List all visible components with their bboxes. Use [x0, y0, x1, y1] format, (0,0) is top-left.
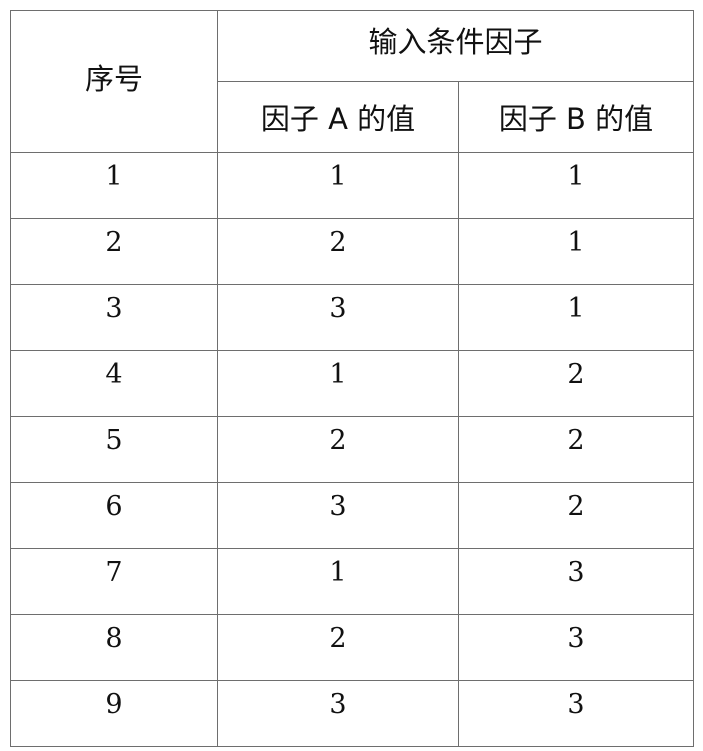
cell-b: 3 — [457, 680, 695, 747]
cell-a: 2 — [217, 416, 459, 483]
header-seq: 序号 — [10, 10, 218, 153]
cell-seq: 6 — [10, 482, 218, 549]
cell-a: 1 — [217, 152, 459, 219]
cell-value: 6 — [105, 491, 123, 522]
cell-value: 4 — [105, 359, 123, 390]
cell-seq: 2 — [10, 218, 218, 285]
cell-value: 9 — [105, 689, 123, 720]
cell-value: 3 — [329, 689, 347, 720]
cell-value: 1 — [567, 293, 585, 324]
cell-seq: 7 — [10, 548, 218, 615]
cell-a: 2 — [217, 218, 459, 285]
cell-value: 1 — [329, 557, 347, 588]
cell-value: 2 — [567, 425, 585, 456]
header-seq-label: 序号 — [84, 61, 143, 96]
cell-a: 3 — [217, 482, 459, 549]
cell-value: 1 — [567, 227, 585, 258]
table-row: 3 3 1 — [10, 284, 695, 351]
cell-value: 5 — [105, 425, 123, 456]
cell-b: 3 — [457, 614, 695, 681]
cell-seq: 9 — [10, 680, 218, 747]
cell-a: 1 — [217, 350, 459, 417]
cell-seq: 4 — [10, 350, 218, 417]
table-row: 2 2 1 — [10, 218, 695, 285]
cell-value: 1 — [329, 161, 347, 192]
table-row: 9 3 3 — [10, 680, 695, 747]
cell-seq: 5 — [10, 416, 218, 483]
cell-value: 7 — [105, 557, 123, 588]
cell-a: 3 — [217, 680, 459, 747]
cell-value: 1 — [329, 359, 347, 390]
table-row: 1 1 1 — [10, 152, 695, 219]
cell-seq: 3 — [10, 284, 218, 351]
table-row: 4 1 2 — [10, 350, 695, 417]
cell-b: 2 — [457, 416, 695, 483]
table-row: 6 3 2 — [10, 482, 695, 549]
cell-value: 3 — [567, 557, 585, 588]
cell-value: 2 — [329, 227, 347, 258]
cell-value: 3 — [567, 689, 585, 720]
cell-value: 1 — [105, 161, 123, 192]
header-factor-a: 因子 A 的值 — [217, 81, 459, 153]
cell-value: 2 — [105, 227, 123, 258]
cell-b: 2 — [457, 350, 695, 417]
header-factor-b: 因子 B 的值 — [457, 81, 695, 153]
cell-value: 3 — [329, 491, 347, 522]
cell-b: 2 — [457, 482, 695, 549]
cell-value: 3 — [329, 293, 347, 324]
factor-table: 序号 输入条件因子 因子 A 的值 因子 B 的值 1 1 1 2 2 1 3 3 1 4 1 2 5 2… — [10, 10, 695, 747]
cell-value: 2 — [329, 623, 347, 654]
header-group-label: 输入条件因子 — [368, 25, 543, 59]
cell-value: 8 — [105, 623, 123, 654]
cell-value: 3 — [567, 623, 585, 654]
cell-value: 2 — [567, 359, 585, 390]
cell-a: 3 — [217, 284, 459, 351]
cell-seq: 8 — [10, 614, 218, 681]
table-row: 5 2 2 — [10, 416, 695, 483]
cell-value: 1 — [567, 161, 585, 192]
table-row: 7 1 3 — [10, 548, 695, 615]
table-row: 8 2 3 — [10, 614, 695, 681]
cell-a: 1 — [217, 548, 459, 615]
cell-b: 1 — [457, 284, 695, 351]
header-input-factors: 输入条件因子 — [216, 10, 695, 82]
cell-b: 3 — [457, 548, 695, 615]
cell-value: 2 — [329, 425, 347, 456]
cell-seq: 1 — [10, 152, 218, 219]
cell-value: 3 — [105, 293, 123, 324]
cell-b: 1 — [457, 152, 695, 219]
cell-a: 2 — [217, 614, 459, 681]
cell-b: 1 — [457, 218, 695, 285]
cell-value: 2 — [567, 491, 585, 522]
